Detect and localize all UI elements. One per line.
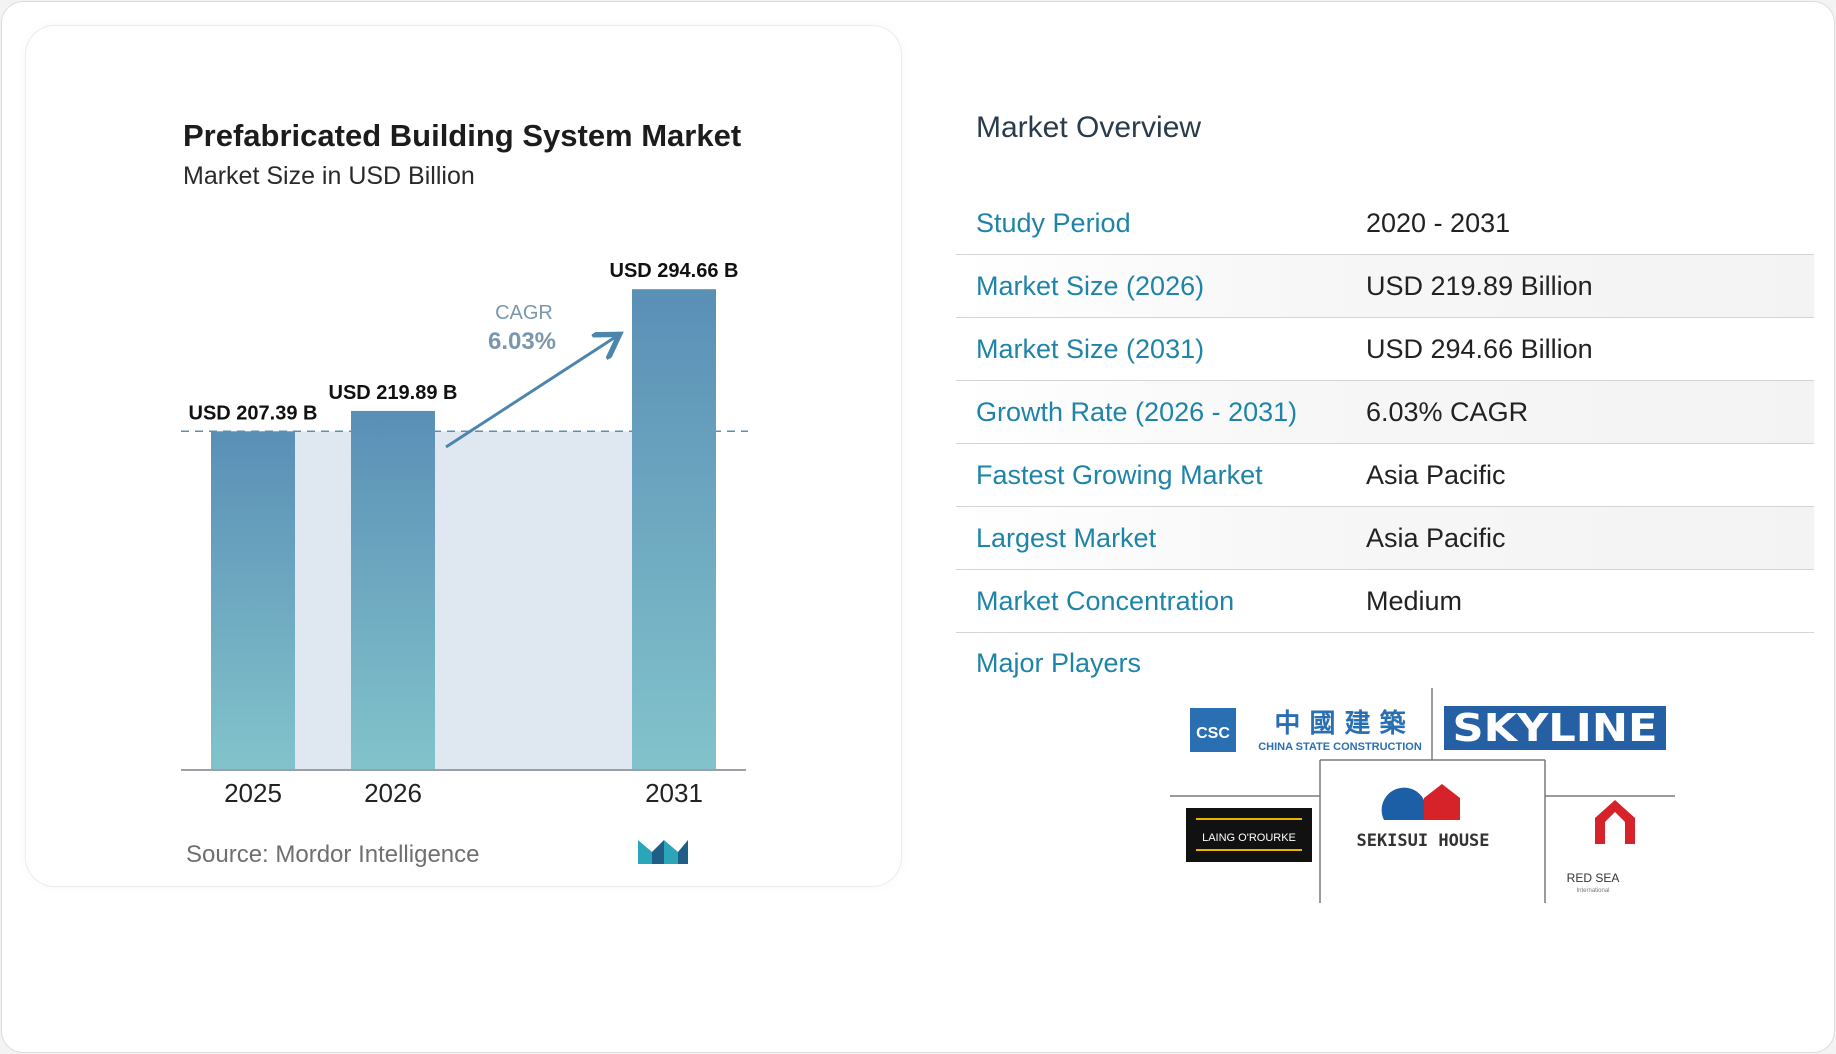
cscec-logo: CSC 中 國 建 築 CHINA STATE CONSTRUCTION <box>1190 708 1422 753</box>
sekisui-house-logo: SEKISUI HOUSE <box>1356 784 1490 851</box>
overview-value: Asia Pacific <box>1366 460 1506 490</box>
x-tick-label-2031: 2031 <box>645 778 703 808</box>
red-sea-text: RED SEA <box>1567 871 1620 885</box>
cscec-chinese-text: 中 國 建 築 <box>1274 708 1406 739</box>
major-players-logos: CSC 中 國 建 築 CHINA STATE CONSTRUCTION SKY… <box>1170 688 1675 903</box>
bar-2026 <box>351 410 435 769</box>
red-sea-subtext: International <box>1576 888 1609 894</box>
overview-label: Market Size (2031) <box>976 334 1205 364</box>
growth-band-area <box>295 431 632 769</box>
cagr-arrow <box>445 336 617 449</box>
overview-title: Market Overview <box>976 111 1202 144</box>
cagr-label: CAGR <box>495 302 553 324</box>
overview-row-market-size-2031: Market Size (2031) USD 294.66 Billion <box>956 318 1814 381</box>
x-tick-label-2025: 2025 <box>224 778 282 808</box>
bar-series <box>211 289 716 769</box>
overview-row-largest-market: Largest Market Asia Pacific <box>956 507 1814 570</box>
overview-label: Study Period <box>976 208 1131 238</box>
overview-label: Largest Market <box>976 523 1157 553</box>
red-sea-logo: RED SEA International <box>1567 800 1635 894</box>
sekisui-house-text: SEKISUI HOUSE <box>1356 831 1489 851</box>
bar-labels: USD 207.39 B 2025 USD 219.89 B 2026 USD 294.… <box>189 260 739 808</box>
svg-text:CSC: CSC <box>1196 725 1230 742</box>
overview-value: 2020 - 2031 <box>1366 208 1511 238</box>
overview-row-market-size-2026: Market Size (2026) USD 219.89 Billion <box>956 255 1814 318</box>
overview-label: Market Size (2026) <box>976 271 1205 301</box>
growth-band <box>295 431 632 769</box>
cscec-english-text: CHINA STATE CONSTRUCTION <box>1258 741 1422 753</box>
skyline-logo: SKYLINE <box>1444 706 1666 750</box>
cagr-value: 6.03% <box>488 328 556 355</box>
overview-value: USD 219.89 Billion <box>1366 271 1593 301</box>
chart-source: Source: Mordor Intelligence <box>186 841 480 868</box>
logo-dividers <box>1170 688 1675 903</box>
chart-subtitle: Market Size in USD Billion <box>183 162 475 190</box>
overview-value: 6.03% CAGR <box>1366 397 1529 427</box>
bar-2025 <box>211 431 295 769</box>
laing-orourke-text: LAING O'ROURKE <box>1202 832 1296 844</box>
laing-orourke-logo: LAING O'ROURKE <box>1186 808 1312 862</box>
overview-label: Market Concentration <box>976 586 1235 616</box>
overview-row-growth-rate: Growth Rate (2026 - 2031) 6.03% CAGR <box>956 381 1814 444</box>
major-players-title: Major Players <box>976 648 1142 678</box>
overview-value: Medium <box>1366 586 1463 616</box>
bar-chart: USD 207.39 B 2025 USD 219.89 B 2026 USD 294.… <box>181 260 748 808</box>
skyline-text: SKYLINE <box>1453 706 1658 750</box>
data-label-2031: USD 294.66 B <box>610 260 739 282</box>
overview-row-fastest-growing: Fastest Growing Market Asia Pacific <box>956 444 1814 507</box>
overview-value: Asia Pacific <box>1366 523 1506 553</box>
overview-table: Study Period 2020 - 2031 Market Size (20… <box>956 192 1814 633</box>
bar-2031 <box>632 289 716 769</box>
chart-title: Prefabricated Building System Market <box>183 118 742 153</box>
overview-label: Fastest Growing Market <box>976 460 1263 490</box>
overview-value: USD 294.66 Billion <box>1366 334 1593 364</box>
mordor-logo <box>638 840 688 864</box>
x-tick-label-2026: 2026 <box>364 778 422 808</box>
data-label-2026: USD 219.89 B <box>329 382 458 404</box>
data-label-2025: USD 207.39 B <box>189 402 318 424</box>
overview-row-concentration: Market Concentration Medium <box>956 570 1814 633</box>
overview-label: Growth Rate (2026 - 2031) <box>976 397 1298 427</box>
overview-row-study-period: Study Period 2020 - 2031 <box>956 192 1814 255</box>
